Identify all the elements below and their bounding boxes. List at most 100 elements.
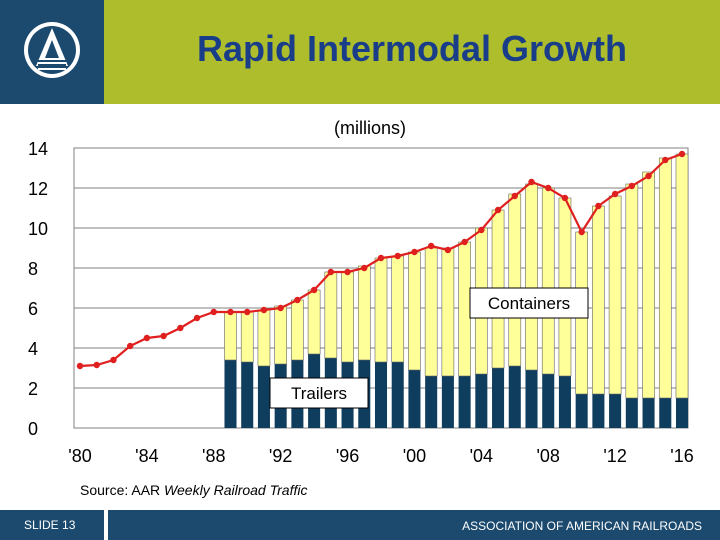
total-point <box>310 286 318 294</box>
unit-label: (millions) <box>334 118 406 138</box>
total-point <box>93 361 100 369</box>
containers-bar <box>541 187 555 375</box>
y-tick-label: 4 <box>28 339 38 359</box>
total-point <box>110 356 117 364</box>
total-point <box>227 308 234 316</box>
containers-bar <box>374 257 388 363</box>
containers-callout-box <box>469 287 589 319</box>
trailers-bar <box>525 370 538 428</box>
x-tick-label: '92 <box>269 446 292 466</box>
containers-bar <box>658 157 672 399</box>
total-point <box>461 238 468 246</box>
y-tick-label: 14 <box>28 139 48 159</box>
total-point <box>444 246 452 254</box>
total-point <box>511 192 518 200</box>
trailers-bar <box>542 374 555 428</box>
x-tick-label: '00 <box>403 446 426 466</box>
organization-name: ASSOCIATION OF AMERICAN RAILROADS <box>462 519 702 533</box>
trailers-bar <box>257 366 270 428</box>
containers-bar <box>558 197 572 377</box>
source-note: Source: AAR Weekly Railroad Traffic <box>80 482 307 498</box>
trailers-bar <box>592 394 605 428</box>
trailers-bar <box>224 360 237 428</box>
trailers-bar <box>241 362 254 428</box>
containers-callout: Containers <box>469 287 589 319</box>
total-point <box>344 268 351 276</box>
containers-bar <box>224 311 237 361</box>
total-point <box>611 190 619 198</box>
total-point <box>678 150 686 158</box>
slide-number: SLIDE 13 <box>24 518 76 532</box>
containers-bar <box>675 153 689 399</box>
total-point <box>528 178 535 186</box>
containers-bar <box>458 241 471 377</box>
trailers-bar <box>458 376 471 428</box>
total-point <box>160 332 167 340</box>
logo-panel <box>0 0 104 104</box>
x-tick-label: '16 <box>670 446 693 466</box>
trailers-bar <box>609 394 622 428</box>
total-point <box>561 194 569 202</box>
x-tick-label: '04 <box>470 446 493 466</box>
x-tick-label: '88 <box>202 446 225 466</box>
slide-title: Rapid Intermodal Growth <box>196 28 627 69</box>
containers-bar <box>592 205 605 395</box>
total-point <box>126 342 134 350</box>
y-tick-label: 8 <box>28 259 38 279</box>
trailers-bar <box>492 368 505 428</box>
trailers-bar <box>441 376 454 428</box>
total-point <box>628 182 636 190</box>
containers-label: Containers <box>488 294 570 313</box>
y-tick-label: 2 <box>28 379 38 399</box>
x-tick-label: '80 <box>68 446 91 466</box>
total-point <box>411 248 418 256</box>
y-tick-label: 12 <box>28 179 48 199</box>
trailers-bar <box>425 376 438 428</box>
containers-bar <box>642 171 655 399</box>
x-axis-tick-labels: '80 '84 '88 '92 '96 '00 '04 '08 '12 '16 <box>68 446 693 466</box>
total-point <box>545 184 552 192</box>
railroad-logo-icon <box>24 22 80 78</box>
total-point <box>478 226 485 234</box>
footer-left-panel: SLIDE 13 <box>0 510 104 540</box>
trailers-bar <box>408 370 421 428</box>
total-point <box>143 334 151 342</box>
containers-bar <box>307 289 321 355</box>
total-point <box>578 228 585 236</box>
total-point <box>177 324 184 332</box>
footer: SLIDE 13 ASSOCIATION OF AMERICAN RAILROA… <box>0 510 720 540</box>
trailers-bar <box>659 398 672 428</box>
trailers-bar <box>675 398 689 428</box>
containers-bar <box>508 193 522 367</box>
total-series <box>76 150 686 370</box>
containers-bar <box>625 183 639 399</box>
total-point <box>361 264 368 272</box>
x-tick-label: '08 <box>536 446 559 466</box>
trailers-callout-box <box>269 377 369 409</box>
total-point <box>427 242 435 250</box>
x-tick-label: '12 <box>603 446 626 466</box>
containers-bar <box>608 195 622 395</box>
containers-bar <box>424 247 438 377</box>
containers-bar <box>291 299 304 361</box>
x-tick-label: '96 <box>336 446 359 466</box>
containers-bar <box>240 311 254 363</box>
total-point <box>244 308 251 316</box>
y-tick-label: 0 <box>28 419 38 439</box>
containers-bar <box>525 183 538 371</box>
trailers-bar <box>575 394 588 428</box>
trailers-callout: Trailers <box>269 377 369 409</box>
total-point <box>277 304 284 312</box>
total-point <box>327 268 335 276</box>
trailers-bar <box>391 362 404 428</box>
total-point <box>662 156 669 164</box>
source-title: Weekly Railroad Traffic <box>164 482 307 498</box>
trailers-bar <box>508 366 521 428</box>
containers-bar <box>357 265 371 361</box>
source-prefix: Source: AAR <box>80 482 164 498</box>
total-point <box>210 308 217 316</box>
total-point <box>193 314 201 322</box>
containers-bar <box>324 271 338 359</box>
trailers-bar <box>558 376 571 428</box>
